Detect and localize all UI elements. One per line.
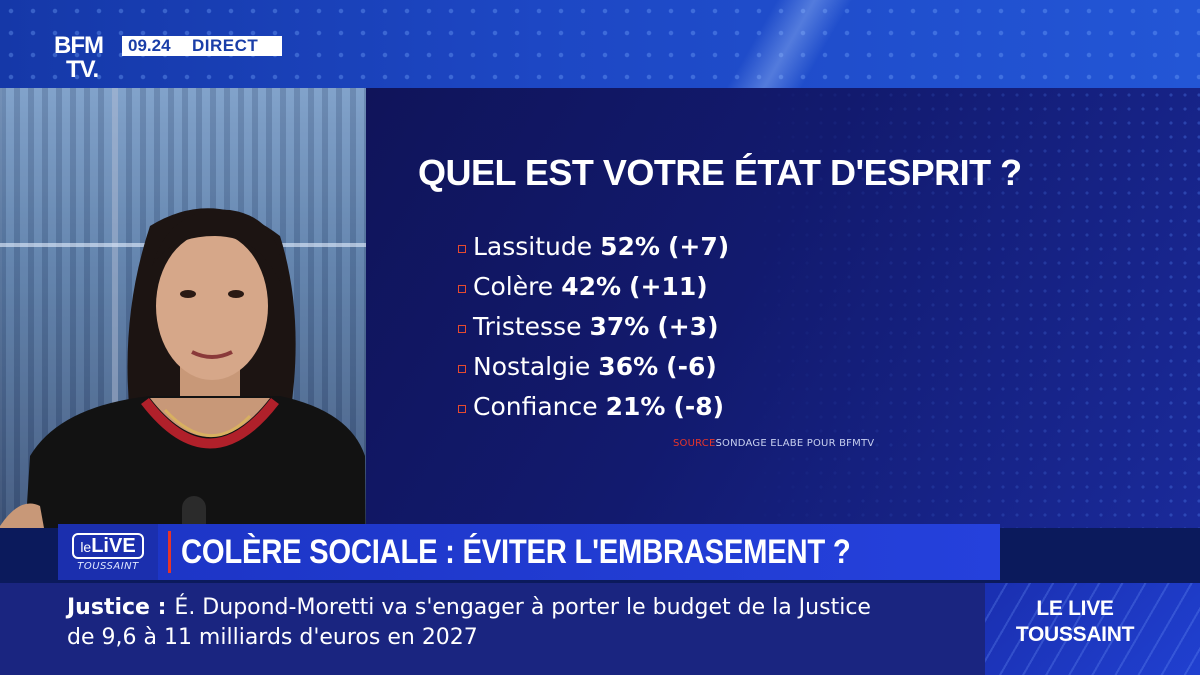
bfmtv-logo: BFM TV. (54, 34, 116, 84)
light-sheen (650, 0, 910, 88)
show-logo-name: LiVE (91, 534, 136, 557)
poll-results: Lassitude 52% (+7) Colère 42% (+11) Tris… (458, 226, 878, 426)
poll-item-tristesse: Tristesse 37% (+3) (458, 306, 878, 346)
show-logo-prefix: le (80, 538, 92, 555)
square-bullet-icon (458, 365, 466, 373)
poll-item-delta: (+11) (629, 271, 708, 301)
poll-item-nostalgie: Nostalgie 36% (-6) (458, 346, 878, 386)
live-status: DIRECT (192, 36, 259, 55)
headline-text: COLÈRE SOCIALE : ÉVITER L'EMBRASEMENT ? (181, 532, 851, 571)
poll-item-label: Tristesse (473, 311, 582, 341)
show-badge: leLiVE TOUSSAINT (58, 524, 158, 580)
news-ticker: Justice : É. Dupond-Moretti va s'engager … (0, 583, 985, 675)
poll-panel: QUEL EST VOTRE ÉTAT D'ESPRIT ? Lassitude… (366, 88, 1200, 528)
poll-item-value: 42% (561, 271, 622, 301)
square-bullet-icon (458, 285, 466, 293)
window-pillar (112, 88, 118, 528)
studio-video (0, 88, 366, 528)
poll-item-delta: (+7) (667, 231, 730, 261)
square-bullet-icon (458, 325, 466, 333)
logo-line-1: BFM (54, 32, 104, 59)
ticker-line-1: Justice : É. Dupond-Moretti va s'engager … (67, 595, 871, 620)
microphone-icon (182, 496, 206, 528)
source-text: SONDAGE ELABE POUR BFMTV (715, 438, 875, 449)
square-bullet-icon (458, 405, 466, 413)
poll-item-value: 52% (600, 231, 660, 261)
clock-time: 09.24 (128, 36, 171, 55)
poll-item-label: Lassitude (473, 231, 593, 261)
poll-item-value: 36% (598, 351, 659, 381)
program-pattern (985, 583, 1200, 675)
show-subtitle: TOUSSAINT (77, 560, 139, 572)
panel-dot-pattern (366, 88, 1200, 528)
poll-item-label: Colère (473, 271, 554, 301)
ticker-line-2: de 9,6 à 11 milliards d'euros en 2027 (67, 625, 478, 650)
poll-source: SOURCESONDAGE ELABE POUR BFMTV (673, 438, 874, 449)
program-line-2: TOUSSAINT (1015, 623, 1135, 646)
poll-item-colere: Colère 42% (+11) (458, 266, 878, 306)
poll-item-lassitude: Lassitude 52% (+7) (458, 226, 878, 266)
poll-item-delta: (-8) (673, 391, 725, 421)
show-logo: leLiVE (72, 532, 144, 559)
poll-item-value: 21% (605, 391, 666, 421)
poll-item-label: Nostalgie (473, 351, 591, 381)
poll-item-label: Confiance (473, 391, 598, 421)
clock-bar: 09.24 DIRECT (122, 36, 282, 56)
ticker-text-1: É. Dupond-Moretti va s'engager à porter … (174, 595, 871, 620)
square-bullet-icon (458, 245, 466, 253)
program-label: LE LIVE TOUSSAINT (985, 583, 1200, 675)
poll-item-confiance: Confiance 21% (-8) (458, 386, 878, 426)
program-line-1: LE LIVE (1036, 597, 1114, 620)
top-band (0, 0, 1200, 88)
ticker-category: Justice : (67, 595, 167, 620)
poll-item-delta: (+3) (657, 311, 719, 341)
headline-divider (168, 531, 171, 573)
presenter-figure (0, 208, 366, 528)
poll-question: QUEL EST VOTRE ÉTAT D'ESPRIT ? (418, 152, 1022, 193)
headline-bar: leLiVE TOUSSAINT COLÈRE SOCIALE : ÉVITER… (58, 524, 1000, 580)
source-key: SOURCE (673, 438, 716, 449)
poll-item-value: 37% (589, 311, 650, 341)
logo-line-2: TV. (66, 56, 99, 83)
poll-item-delta: (-6) (666, 351, 717, 381)
